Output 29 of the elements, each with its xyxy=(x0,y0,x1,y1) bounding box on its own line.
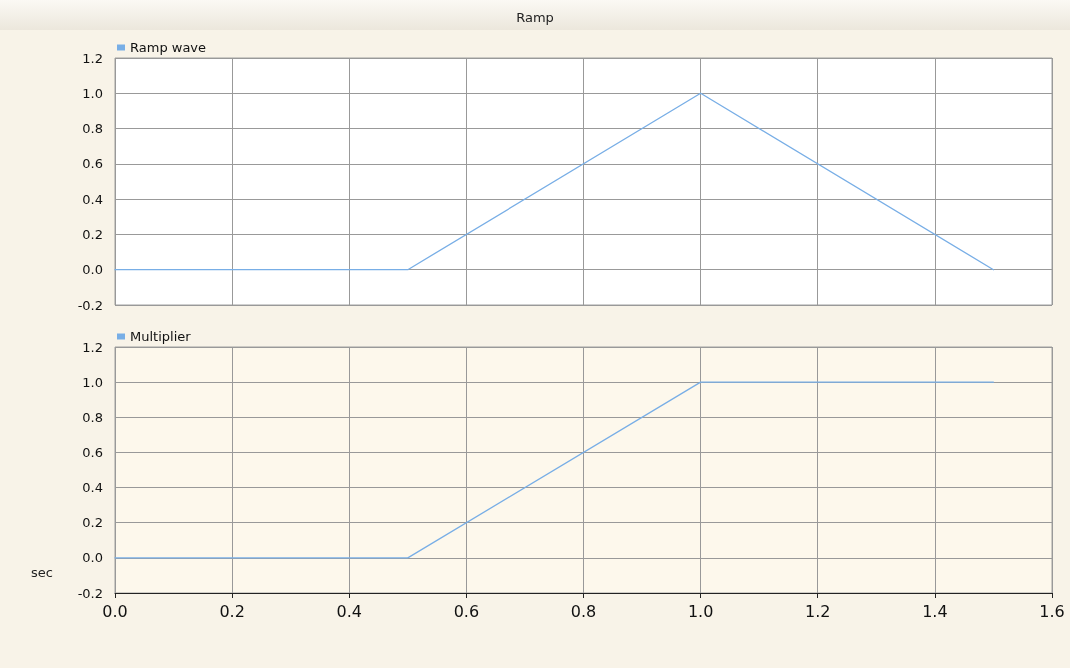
x-tick-label: 0.2 xyxy=(219,601,245,621)
y-tick-label: 0.0 xyxy=(82,262,103,278)
x-tick-label: 0.4 xyxy=(336,601,362,621)
y-tick-label: 0.4 xyxy=(82,480,103,496)
legend-label: Multiplier xyxy=(130,329,192,344)
x-tick-label: 1.2 xyxy=(805,601,831,621)
y-tick-label: -0.2 xyxy=(77,297,103,313)
legend-label: Ramp wave xyxy=(130,40,207,55)
x-tick-label: 1.6 xyxy=(1039,601,1065,621)
y-tick-label: 0.0 xyxy=(82,550,103,566)
y-tick-label: 1.2 xyxy=(82,50,103,66)
y-tick-label: 0.2 xyxy=(82,515,103,531)
y-tick-label: 0.6 xyxy=(82,444,103,460)
x-axis-title: sec xyxy=(31,565,53,580)
y-tick-label: 0.8 xyxy=(82,121,103,137)
x-tick-label: 0.8 xyxy=(570,601,597,621)
x-tick-label: 0.6 xyxy=(453,601,480,621)
x-tick-label: 1.0 xyxy=(687,601,714,621)
y-tick-label: 1.0 xyxy=(82,85,103,101)
chart-title: Ramp xyxy=(516,10,554,25)
y-tick-label: 0.8 xyxy=(82,409,103,425)
y-tick-label: 0.6 xyxy=(82,156,103,172)
y-tick-label: 0.4 xyxy=(82,191,103,207)
x-tick-label: 1.4 xyxy=(922,601,948,621)
y-tick-label: 1.2 xyxy=(82,339,103,355)
y-tick-label: -0.2 xyxy=(77,585,103,601)
x-tick-label: 0.0 xyxy=(102,601,128,621)
y-tick-label: 0.2 xyxy=(82,226,103,242)
y-tick-label: 1.0 xyxy=(82,374,103,390)
